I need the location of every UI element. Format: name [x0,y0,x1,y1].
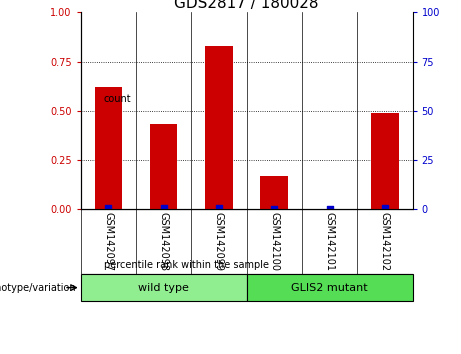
Point [160,206,167,211]
Text: GSM142099: GSM142099 [214,212,224,271]
Text: GSM142102: GSM142102 [380,212,390,271]
Point [326,206,333,212]
Bar [205,46,233,209]
Text: wild type: wild type [138,282,189,293]
Title: GDS2817 / 180028: GDS2817 / 180028 [174,0,319,11]
Bar [260,176,288,209]
Bar [81,274,247,301]
Point [271,206,278,212]
Text: GSM142098: GSM142098 [159,212,169,271]
Bar [95,87,122,209]
Text: GLIS2 mutant: GLIS2 mutant [291,282,368,293]
Point [89,333,96,338]
Point [215,205,223,211]
Text: percentile rank within the sample: percentile rank within the sample [104,261,269,270]
Text: GSM142101: GSM142101 [325,212,335,271]
Text: count: count [104,94,131,104]
Bar [247,274,413,301]
Text: GSM142100: GSM142100 [269,212,279,271]
Bar [150,124,177,209]
Point [105,206,112,211]
Text: genotype/variation: genotype/variation [0,282,76,293]
Bar [371,113,399,209]
Text: GSM142097: GSM142097 [103,212,113,271]
Point [381,206,389,211]
Bar [85,35,99,159]
